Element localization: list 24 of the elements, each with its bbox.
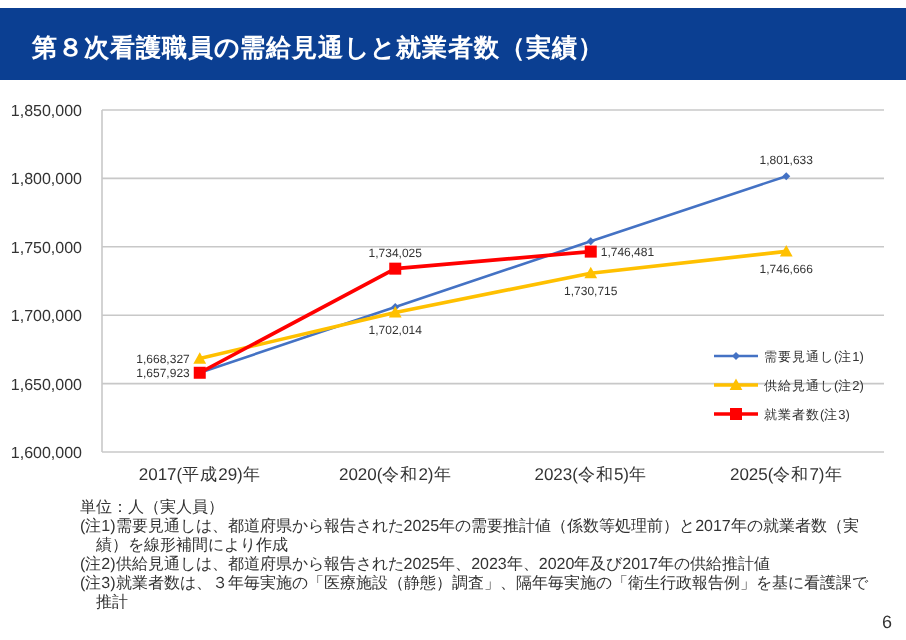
point <box>584 266 598 279</box>
text: 6 <box>881 612 892 632</box>
point <box>388 306 402 318</box>
y-tick-label: 1,750,000 <box>10 238 84 257</box>
text: 単位：人（実人員） <box>80 498 224 516</box>
text: (注2)供給見通しは、都道府県から報告された2025年、2023年、2020年及び2017年の供給推計値 <box>80 555 770 573</box>
x-tick-label: 2023(令和5)年 <box>534 464 648 484</box>
chart-title: 第８次看護職員の需給見通しと就業者数（実績） <box>30 32 604 62</box>
y-tick-label: 1,600,000 <box>10 444 84 462</box>
x-tick-label: 2017(平成29)年 <box>138 464 261 484</box>
text: (注1)需要見通しは、都道府県から報告された2025年の需要推計値（係数等処理前）と2017年の就業者数（実績）を線形補間により作成 <box>80 517 859 554</box>
point <box>586 237 595 246</box>
x-tick-label: 2020(令和2)年 <box>338 464 452 484</box>
x-tick-label: 2025(令和7)年 <box>729 464 843 484</box>
point <box>389 262 402 275</box>
y-tick-label: 1,650,000 <box>10 375 84 394</box>
point <box>779 244 793 257</box>
point <box>584 245 597 258</box>
y-tick-label: 1,800,000 <box>10 170 84 189</box>
y-tick-label: 1,850,000 <box>10 102 84 120</box>
text: (注3)就業者数は、３年毎実施の「医療施設（静態）調査」、隔年毎実施の「衛生行政報告例」を基に看護課で推計 <box>80 574 870 611</box>
point <box>193 352 207 364</box>
point <box>782 172 791 181</box>
y-tick-label: 1,700,000 <box>10 307 84 326</box>
